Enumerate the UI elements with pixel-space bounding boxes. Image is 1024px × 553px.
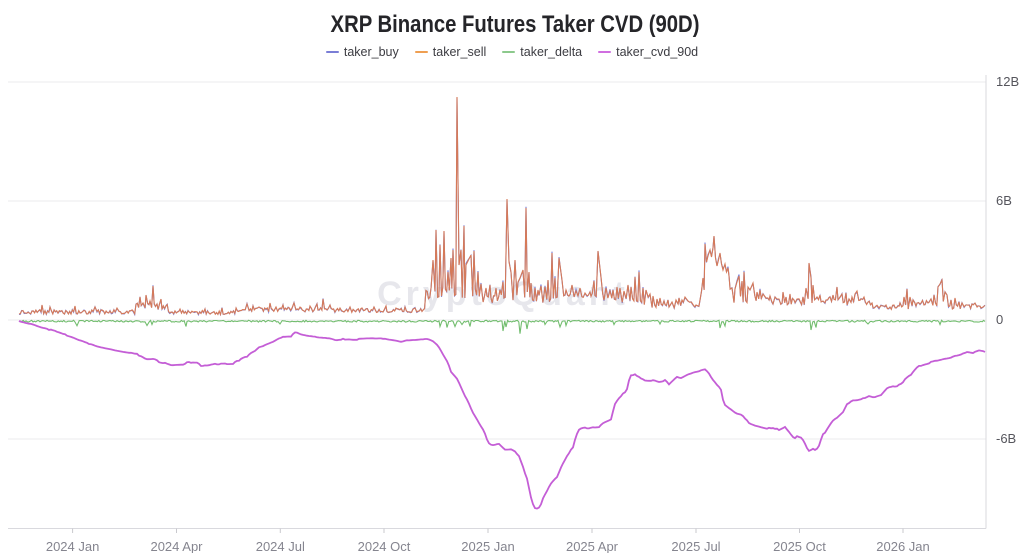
svg-text:2024 Oct: 2024 Oct xyxy=(358,539,411,553)
svg-text:2025 Jan: 2025 Jan xyxy=(461,539,515,553)
svg-text:2024 Jan: 2024 Jan xyxy=(46,539,100,553)
svg-text:6B: 6B xyxy=(996,193,1012,208)
svg-text:-6B: -6B xyxy=(996,431,1016,446)
svg-text:2024 Apr: 2024 Apr xyxy=(150,539,203,553)
svg-text:2024 Jul: 2024 Jul xyxy=(256,539,305,553)
svg-text:12B: 12B xyxy=(996,74,1019,89)
svg-text:0: 0 xyxy=(996,312,1003,327)
svg-text:2025 Jul: 2025 Jul xyxy=(671,539,720,553)
svg-text:2025 Oct: 2025 Oct xyxy=(773,539,826,553)
svg-text:2026 Jan: 2026 Jan xyxy=(876,539,930,553)
svg-text:2025 Apr: 2025 Apr xyxy=(566,539,619,553)
